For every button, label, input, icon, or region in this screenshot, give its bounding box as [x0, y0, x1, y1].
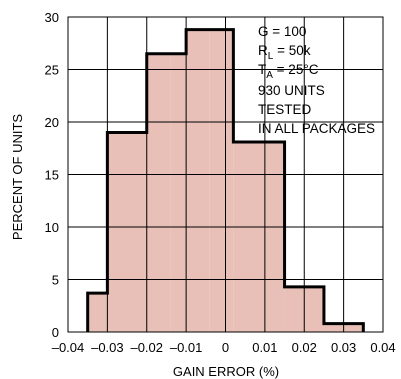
grid-lines — [68, 17, 383, 332]
y-tick-label: 30 — [45, 10, 59, 25]
histogram-bar-0 — [87, 293, 108, 332]
x-tick-label: 0.01 — [252, 340, 277, 355]
histogram-bar-9 — [304, 286, 324, 332]
histogram-bar-1 — [107, 132, 147, 332]
x-tick-labels: –0.04 –0.03 –0.02 –0.01 0 0.01 0.02 0.03 0.04 — [52, 340, 396, 355]
y-tick-labels: 0 5 10 15 20 25 30 — [45, 10, 59, 340]
x-tick-label: 0 — [222, 340, 229, 355]
histogram-bar-10 — [323, 323, 344, 332]
annotation-tested: TESTED — [258, 102, 312, 117]
annotation-gain: G = 100 — [258, 24, 306, 39]
y-tick-label: 15 — [45, 168, 59, 183]
x-tick-label: 0.03 — [331, 340, 356, 355]
annotation-block: G = 100 RL = 50k TA = 25°C 930 UNITS TES… — [258, 24, 375, 136]
y-tick-label: 5 — [52, 273, 59, 288]
x-tick-label: –0.02 — [130, 340, 163, 355]
y-tick-label: 25 — [45, 63, 59, 78]
x-tick-label: 0.02 — [292, 340, 317, 355]
x-tick-label: –0.01 — [170, 340, 203, 355]
y-axis-title: PERCENT OF UNITS — [10, 114, 25, 240]
y-tick-label: 20 — [45, 115, 59, 130]
histogram-bar-11 — [343, 323, 364, 332]
histogram-bars — [87, 29, 364, 332]
histogram-bar-8 — [284, 286, 305, 332]
x-axis-title: GAIN ERROR (%) — [173, 364, 279, 379]
y-tick-label: 0 — [52, 325, 59, 340]
histogram-bar-7 — [264, 141, 285, 332]
annotation-packages: IN ALL PACKAGES — [258, 121, 375, 136]
histogram-outline — [86, 28, 365, 332]
histogram-bar-2 — [146, 53, 171, 332]
x-tick-label: –0.03 — [91, 340, 124, 355]
annotation-units: 930 UNITS — [258, 83, 325, 98]
x-tick-label: –0.04 — [52, 340, 85, 355]
annotation-load: RL = 50k — [258, 43, 311, 62]
annotation-temp: TA = 25°C — [258, 62, 319, 81]
plot-frame — [67, 16, 384, 333]
histogram-bar-4 — [186, 29, 210, 332]
x-tick-label: 0.04 — [370, 340, 395, 355]
histogram-bar-5 — [209, 29, 234, 332]
histogram-bar-6 — [233, 141, 265, 332]
histogram-bar-3 — [170, 53, 187, 332]
y-tick-label: 10 — [45, 220, 59, 235]
